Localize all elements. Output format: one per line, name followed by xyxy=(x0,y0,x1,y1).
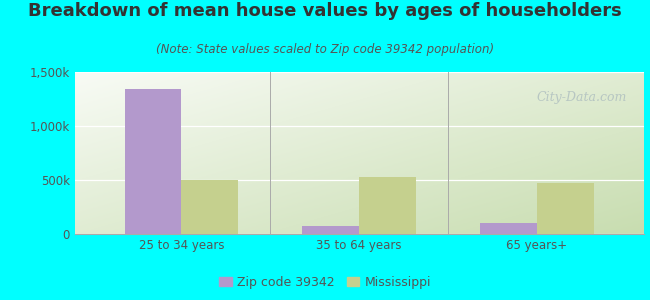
Text: City-Data.com: City-Data.com xyxy=(536,92,627,104)
Text: (Note: State values scaled to Zip code 39342 population): (Note: State values scaled to Zip code 3… xyxy=(156,44,494,56)
Bar xyxy=(480,223,537,234)
Bar xyxy=(125,89,181,234)
Text: Breakdown of mean house values by ages of householders: Breakdown of mean house values by ages o… xyxy=(28,2,622,20)
Bar xyxy=(302,226,359,234)
Bar xyxy=(359,177,416,234)
Legend: Zip code 39342, Mississippi: Zip code 39342, Mississippi xyxy=(214,271,436,294)
Bar xyxy=(537,183,593,234)
Bar xyxy=(181,180,239,234)
